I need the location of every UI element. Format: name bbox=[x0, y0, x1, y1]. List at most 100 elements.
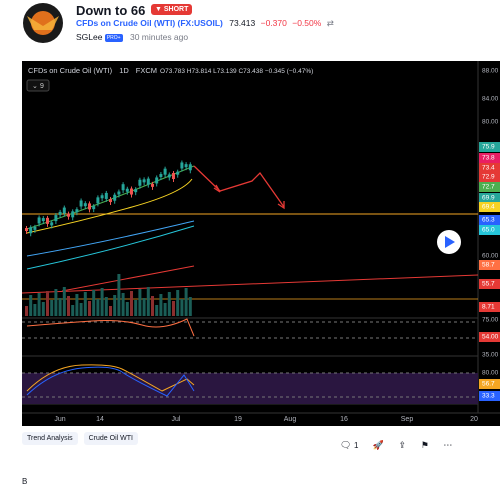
price-label: 35.00 bbox=[482, 352, 499, 359]
candle bbox=[83, 203, 87, 207]
volume-bar bbox=[180, 299, 184, 316]
volume-bar bbox=[75, 294, 79, 316]
legend-symbol: CFDs on Crude Oil (WTI) bbox=[28, 66, 113, 75]
channel-line bbox=[61, 265, 195, 292]
volume-bar bbox=[117, 274, 121, 316]
candle bbox=[58, 211, 62, 215]
price-label: 65.0 bbox=[482, 227, 495, 234]
candle bbox=[41, 218, 45, 222]
time-label: 19 bbox=[234, 416, 242, 423]
price-tag bbox=[479, 279, 500, 289]
price-axis: 88.00 84.00 80.00 75.9 73.8 73.4 72.9 72.7 69.9 6… bbox=[479, 68, 500, 401]
price-tag bbox=[479, 215, 500, 225]
volume-bar bbox=[54, 289, 58, 316]
more-icon[interactable]: ⋯ bbox=[443, 440, 453, 450]
candle bbox=[121, 184, 125, 191]
volume-bar bbox=[142, 298, 146, 316]
price-label: 72.9 bbox=[482, 174, 495, 181]
candle bbox=[46, 217, 49, 224]
price-tag bbox=[479, 225, 500, 235]
time-label: 20 bbox=[470, 416, 478, 423]
candle bbox=[184, 164, 188, 168]
price-tag bbox=[479, 379, 500, 389]
volume-bar bbox=[83, 292, 87, 316]
forecast-arrow bbox=[193, 165, 285, 208]
price-tag bbox=[479, 172, 500, 182]
price-tag bbox=[479, 193, 500, 203]
price-tag bbox=[479, 182, 500, 192]
volume-bar bbox=[188, 297, 192, 316]
volume-bar bbox=[109, 306, 112, 316]
time-label: Aug bbox=[284, 416, 297, 423]
volume-bar bbox=[58, 298, 62, 316]
author-logo[interactable] bbox=[22, 2, 64, 44]
price-tag bbox=[479, 332, 500, 342]
price: 73.413 bbox=[229, 18, 256, 28]
price-label: 80.00 bbox=[482, 119, 499, 126]
price-label: 55.7 bbox=[482, 281, 495, 288]
volume-bar bbox=[151, 296, 154, 316]
tag[interactable]: Trend Analysis bbox=[22, 432, 78, 445]
price-label: 65.3 bbox=[482, 217, 495, 224]
candle bbox=[29, 227, 33, 234]
indicator-caret: ⌄ bbox=[32, 83, 38, 90]
price-label: 88.00 bbox=[482, 68, 499, 75]
candle bbox=[109, 199, 112, 203]
tag[interactable]: Crude Oil WTI bbox=[83, 432, 138, 445]
price-label: 54.00 bbox=[482, 334, 499, 341]
author[interactable]: SGLee bbox=[76, 32, 103, 42]
badge-text: SHORT bbox=[163, 6, 189, 13]
volume-bar bbox=[184, 288, 188, 316]
indicator-input: 9 bbox=[40, 83, 44, 90]
price-tag bbox=[479, 163, 500, 173]
volume-bar bbox=[41, 302, 45, 316]
time-label: 16 bbox=[340, 416, 348, 423]
price-label: 8.71 bbox=[482, 304, 495, 311]
boost-icon[interactable]: 🚀 bbox=[372, 440, 385, 450]
candle bbox=[100, 195, 104, 199]
price-label: 72.7 bbox=[482, 184, 495, 191]
trend-line bbox=[22, 274, 479, 294]
description: B bbox=[22, 477, 28, 486]
price-label: 80.00 bbox=[482, 370, 499, 377]
volume-bar bbox=[37, 293, 41, 316]
candle bbox=[172, 172, 175, 179]
candle bbox=[67, 213, 70, 217]
candle bbox=[134, 189, 138, 193]
symbol-icon[interactable]: ⇄ bbox=[326, 18, 334, 28]
candle bbox=[25, 228, 28, 231]
volume-bar bbox=[50, 300, 54, 316]
price-label: 33.3 bbox=[482, 393, 495, 400]
price-tag bbox=[479, 202, 500, 212]
time-axis: Jun 14 Jul 19 Aug 16 Sep 20 bbox=[54, 416, 478, 423]
arrow-head bbox=[213, 184, 285, 210]
candle bbox=[88, 203, 91, 210]
change: −0.370 bbox=[260, 18, 287, 28]
candle bbox=[75, 209, 79, 213]
volume-bar bbox=[146, 287, 150, 316]
candle bbox=[188, 164, 192, 171]
flag-icon[interactable]: ⚑ bbox=[420, 440, 429, 450]
volume-bar bbox=[172, 301, 175, 316]
chart[interactable]: ⌄ 9 CFDs on Crude Oil (WTI) 1D FXCM O73.783… bbox=[22, 61, 500, 426]
price-label: 73.8 bbox=[482, 155, 495, 162]
stoch-line bbox=[26, 366, 195, 397]
volume-bar bbox=[88, 301, 91, 316]
candle bbox=[125, 188, 129, 192]
candle bbox=[146, 178, 150, 185]
indicator-toggle[interactable] bbox=[26, 79, 50, 92]
volume-bar bbox=[167, 292, 171, 316]
volume-bar bbox=[67, 296, 70, 316]
tags: Trend Analysis Crude Oil WTI bbox=[22, 432, 138, 445]
symbol-link[interactable]: CFDs on Crude Oil (WTI) (FX:USOIL) bbox=[76, 18, 223, 28]
legend: CFDs on Crude Oil (WTI) 1D FXCM O73.783 H73… bbox=[28, 66, 313, 75]
moving-average bbox=[26, 225, 195, 270]
share-icon[interactable]: ⇪ bbox=[398, 440, 407, 450]
volume-bar bbox=[125, 302, 129, 316]
comment-icon[interactable]: 🗨 bbox=[340, 440, 352, 450]
time-label: Jul bbox=[172, 416, 181, 423]
author-badge: PRO+ bbox=[104, 33, 123, 42]
short-badge: ▼ SHORT bbox=[151, 4, 193, 15]
candle bbox=[113, 194, 117, 201]
